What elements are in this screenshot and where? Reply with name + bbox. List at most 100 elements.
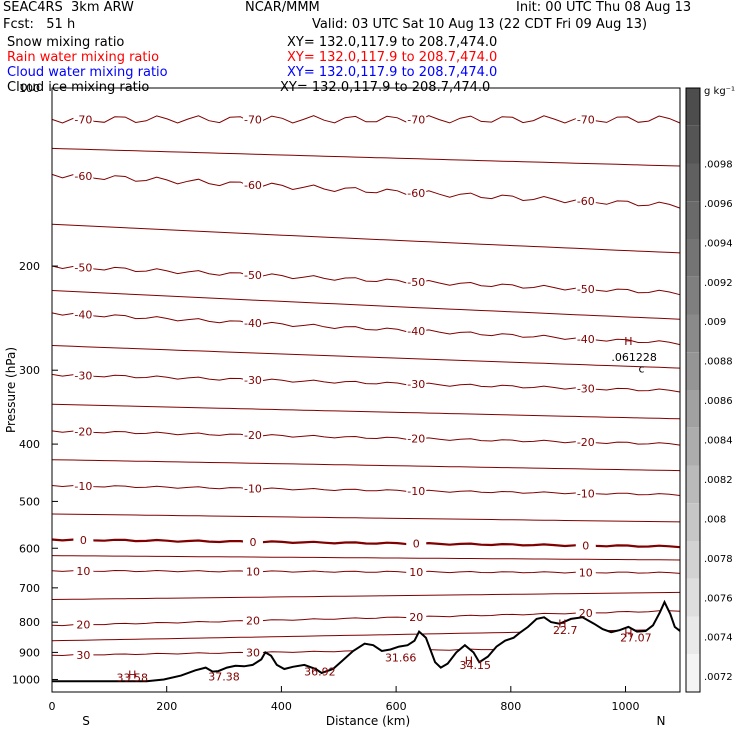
- isotherm-label-bg: [575, 435, 596, 448]
- colorbar-swatch: [686, 125, 700, 164]
- isotherm-label: 0: [413, 538, 420, 551]
- high-marker: H: [624, 335, 632, 348]
- isotherm-label: 20: [409, 611, 423, 624]
- y-tick-label: 500: [19, 495, 40, 508]
- model-title: SEAC4RS 3km ARW: [3, 0, 134, 15]
- field-name-cloud-water: Cloud water mixing ratio: [7, 65, 168, 80]
- y-tick-label: 200: [19, 260, 40, 273]
- isotherm-label: -50: [74, 261, 92, 274]
- isotherm-label-bg: [73, 424, 94, 437]
- x-tick-label: 400: [271, 700, 292, 713]
- isotherm-minor-line: [51, 345, 681, 369]
- colorbar-swatch: [686, 541, 700, 579]
- isotherm-label-bg: [406, 483, 427, 496]
- isotherm-label: 10: [409, 566, 423, 579]
- colorbar-swatch: [686, 88, 700, 126]
- isotherm-label-bg: [242, 428, 263, 441]
- isotherm-minor-line: [51, 403, 681, 420]
- colorbar-label: .0094: [704, 238, 733, 249]
- isotherm-label-bg: [406, 536, 427, 549]
- isotherm-label: -30: [74, 369, 92, 382]
- colorbar-swatch: [686, 239, 700, 277]
- terrain-line: [52, 599, 681, 683]
- y-tick-label: 600: [19, 542, 40, 555]
- colorbar-frame: [685, 87, 701, 693]
- isotherm-label-bg: [575, 331, 596, 344]
- colorbar-swatch: [686, 654, 700, 692]
- colorbar-label: .0084: [704, 436, 733, 447]
- isotherm-label: -50: [577, 283, 595, 296]
- isotherm-label: -30: [244, 374, 262, 387]
- colorbar-label: .0098: [704, 160, 733, 171]
- colorbar-label: .0078: [704, 554, 733, 565]
- isotherm-label: -10: [407, 485, 425, 498]
- colorbar-label: .0074: [704, 633, 733, 644]
- colorbar-label: .0096: [704, 199, 733, 210]
- x-tick-label: 800: [500, 700, 521, 713]
- colorbar-label: .0086: [704, 396, 733, 407]
- colorbar-swatch: [686, 427, 700, 466]
- max-value-label: 22.7: [553, 624, 578, 637]
- isotherm-label: -40: [74, 308, 92, 321]
- isotherm-line: [51, 172, 681, 209]
- isotherm-label-bg: [242, 177, 263, 190]
- forecast-hour: Fcst: 51 h: [3, 17, 76, 32]
- high-marker: H: [465, 654, 473, 667]
- isotherm-label-bg: [242, 564, 263, 577]
- isotherm-label: -20: [577, 436, 595, 449]
- isotherm-label: 30: [76, 649, 90, 662]
- colorbar-swatch: [686, 276, 700, 315]
- max-value-label: .061228: [611, 351, 657, 364]
- isotherm-label-bg: [242, 315, 263, 328]
- isotherm-label: -70: [577, 113, 595, 126]
- field-xy-rain: XY= 132.0,117.9 to 208.7,474.0: [287, 50, 498, 65]
- north-end-label: N: [657, 714, 666, 728]
- field-name-rain: Rain water mixing ratio: [7, 50, 160, 65]
- isotherm-label-bg: [575, 381, 596, 394]
- isotherm-line: [51, 538, 681, 549]
- colorbar-swatch: [686, 352, 700, 390]
- isotherm-minor-line: [51, 513, 681, 523]
- colorbar-swatch: [686, 163, 700, 202]
- isotherm-label: 0: [582, 539, 589, 552]
- isotherm-line: [51, 569, 681, 574]
- isotherm-label-bg: [406, 185, 427, 198]
- y-tick-label: 100: [19, 82, 40, 95]
- isotherm-label: -50: [407, 276, 425, 289]
- isotherm-label-bg: [406, 431, 427, 444]
- isotherm-label-bg: [575, 282, 596, 295]
- x-tick-label: 1000: [612, 700, 640, 713]
- isotherm-minor-line: [51, 290, 681, 320]
- high-marker: H: [558, 618, 566, 631]
- isotherm-label-bg: [73, 563, 94, 576]
- isotherm-line: [51, 373, 681, 393]
- x-axis-label: Distance (km): [326, 714, 410, 728]
- x-tick-label: 600: [386, 700, 407, 713]
- isotherm-label: -50: [244, 269, 262, 282]
- isotherm-label-bg: [575, 486, 596, 499]
- isotherm-label: 10: [579, 566, 593, 579]
- max-value-label: 33.58: [117, 672, 149, 685]
- isotherm-label: -40: [244, 317, 262, 330]
- colorbar-label: .0072: [704, 672, 733, 683]
- isotherm-label: -60: [74, 170, 92, 183]
- isotherm-label: -70: [244, 113, 262, 126]
- isotherm-label-bg: [242, 613, 263, 626]
- isotherm-minor-line: [51, 555, 681, 561]
- isotherm-label: -10: [74, 480, 92, 493]
- y-tick-label: 300: [19, 364, 40, 377]
- isotherm-line: [51, 484, 681, 496]
- colorbar-swatch: [686, 578, 700, 617]
- colorbar-swatch: [686, 390, 700, 428]
- isotherm-label: -30: [407, 378, 425, 391]
- isotherm-label-bg: [575, 605, 596, 618]
- isotherm-label-bg: [406, 564, 427, 577]
- isotherm-label-bg: [73, 368, 94, 381]
- colorbar-label: .008: [704, 514, 726, 525]
- isotherm-label-bg: [242, 112, 263, 125]
- isotherm-label-bg: [406, 609, 427, 622]
- max-value-label: c: [639, 362, 645, 375]
- isotherm-label-bg: [575, 194, 596, 207]
- high-marker: H: [624, 627, 632, 640]
- y-tick-label: 800: [19, 616, 40, 629]
